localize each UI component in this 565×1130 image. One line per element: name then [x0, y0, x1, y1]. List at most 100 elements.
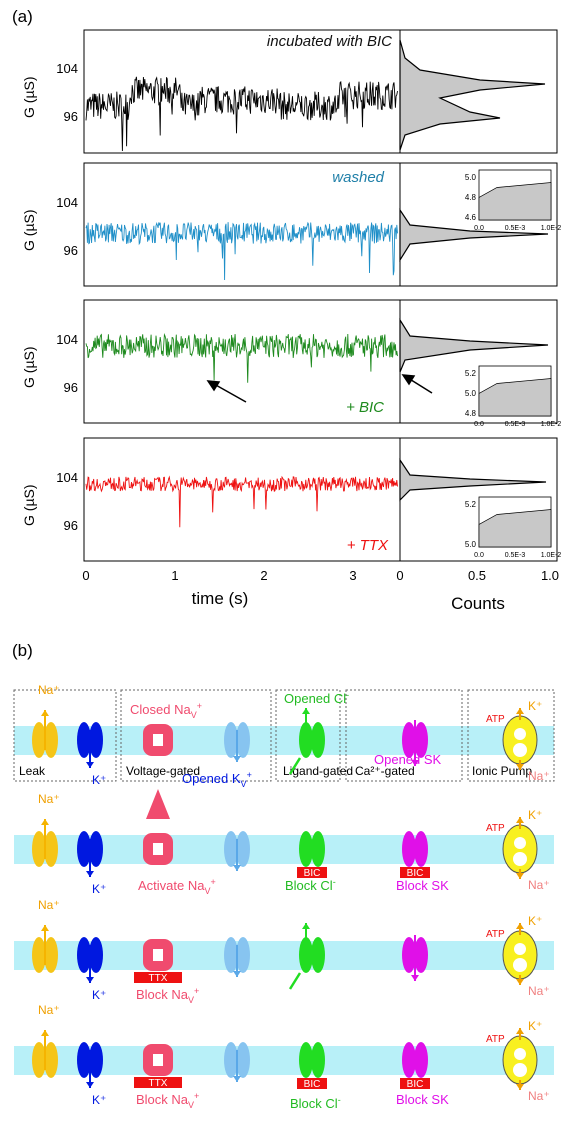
opened-cl-label: Opened Cl [284, 691, 346, 706]
bic-blocker-cl-2 [297, 867, 327, 878]
svg-text:Block Cl-: Block Cl- [285, 877, 336, 893]
membranes [14, 726, 554, 1075]
x-tick-3: 3 [349, 568, 356, 583]
svg-text:Block Cl-: Block Cl- [290, 1095, 341, 1111]
inset-y-tick: 5.2 [465, 500, 477, 509]
kv-channel-1-right [236, 722, 250, 758]
cl-channel-2-right [311, 831, 325, 867]
label-ligand: Ligand-gated [283, 764, 353, 778]
cl-channel-1-right [311, 722, 325, 758]
na-label-1: Na⁺ [38, 683, 60, 697]
hist-arrow-head [401, 374, 416, 386]
pump-na-arrow-1-head [516, 764, 524, 770]
y-tick-96-4: 96 [64, 518, 78, 533]
k-label-2: K⁺ [92, 882, 106, 896]
ligand-box [275, 689, 341, 782]
cl-gate-1 [288, 757, 302, 775]
nav-activate-arrow [146, 789, 170, 819]
ttx-blocker-3 [134, 972, 182, 983]
pump-na-label-3: Na⁺ [528, 984, 550, 998]
svg-text:Opened KV+: Opened KV+ [182, 770, 252, 789]
atp-label-3: ATP [486, 929, 505, 940]
block-cl-label-4: Block Cl [290, 1096, 338, 1111]
kv-channel-1-left [224, 722, 238, 758]
svg-text:Opened Cl-: Opened Cl- [284, 690, 349, 706]
pump-k-arrow-2-head [516, 817, 524, 823]
inset-x-tick: 0.0 [474, 225, 484, 232]
cl-channel-2-left [299, 831, 313, 867]
x-tick-0: 0 [82, 568, 89, 583]
x-axis-label: time (s) [192, 589, 249, 608]
block-nav-label-4: Block Na [136, 1092, 189, 1107]
voltage-box [120, 689, 272, 782]
pump-k-label-4: K⁺ [528, 1019, 542, 1033]
leak-channel-4-left [32, 1042, 46, 1078]
sk-arrow-3-head [411, 975, 419, 981]
inset-group: 5.0 4.8 4.6 0.0 0.5E-3 1.0E-2 5.2 5.0 4.8 0.0 0.5E… [465, 169, 562, 559]
k-channel-3-left [77, 937, 91, 973]
inset-y-tick: 5.0 [465, 540, 477, 549]
k-label-1: K⁺ [92, 773, 106, 787]
block-nav-label-3: Block Na [136, 987, 189, 1002]
kv-arrow-4-head [233, 1076, 241, 1082]
sk-channel-2-left [402, 831, 416, 867]
membrane-row-3 [14, 941, 554, 970]
leak-channel-3-left [32, 937, 46, 973]
pump-box [467, 689, 555, 782]
pump-na-label-1: Na⁺ [528, 769, 550, 783]
nav-gate-2 [153, 843, 163, 855]
inset-x-tick: 1.0E-2 [541, 225, 562, 232]
svg-text:Closed NaV+: Closed NaV+ [130, 701, 202, 720]
category-boxes [13, 689, 555, 782]
y-axis-label-2: G (µS) [21, 209, 37, 251]
kv-channel-3-left [224, 937, 238, 973]
trace-arrow-head [206, 380, 221, 392]
trace-line-2 [85, 221, 398, 281]
activate-nav-label: Activate Na [138, 878, 205, 893]
inset-x-tick: 0.0 [474, 552, 484, 559]
kv-channel-4-left [224, 1042, 238, 1078]
k-channel-4-left [77, 1042, 91, 1078]
opened-sk-label: Opened SK [374, 752, 442, 767]
trace-line-4 [85, 475, 398, 528]
y-tick-96-3: 96 [64, 380, 78, 395]
inset-x-tick: 1.0E-2 [541, 421, 562, 428]
y-tick-104-3: 104 [56, 332, 78, 347]
hist-tick-1: 1.0 [541, 568, 559, 583]
sk-channel-3-right [414, 937, 428, 973]
y-axis-label-4: G (µS) [21, 484, 37, 526]
arrows [206, 374, 433, 403]
trace-line-3 [85, 333, 398, 383]
inset-x-tick: 1.0E-2 [541, 552, 562, 559]
kv-arrow-1-head [233, 756, 241, 762]
sk-channel-1-right [414, 722, 428, 758]
pump-pocket-top-2 [514, 837, 526, 849]
nav-gate-4 [153, 1054, 163, 1066]
label-pump: Ionic Pump [472, 764, 532, 778]
bic-blocker-sk-4-text: BIC [407, 1079, 424, 1090]
pump-k-label-3: K⁺ [528, 914, 542, 928]
inset-fill-1 [478, 182, 552, 221]
block-sk-label-2: Block SK [396, 878, 449, 893]
na-arrow-1-head [41, 710, 49, 716]
membrane-row-4 [14, 1046, 554, 1075]
k-arrow-3-head [86, 977, 94, 983]
na-arrow-4-head [41, 1030, 49, 1036]
kv-arrow-2-head [233, 865, 241, 871]
pump-k-arrow-1-head [516, 708, 524, 714]
block-sk-label-4: Block SK [396, 1092, 449, 1107]
trace-label-1: incubated with BIC [267, 33, 392, 50]
pump-pocket-bottom-4 [513, 1063, 527, 1077]
trace-label-4: + TTX [347, 537, 389, 554]
cl-channel-3-right [311, 937, 325, 973]
k-label-3: K⁺ [92, 988, 106, 1002]
bic-blocker-cl-4 [297, 1078, 327, 1089]
histogram-group [399, 39, 549, 502]
histogram-4 [399, 458, 547, 502]
pump-pocket-bottom-3 [513, 958, 527, 972]
pump-pocket-top-3 [514, 943, 526, 955]
pump-na-arrow-3-head [516, 979, 524, 985]
pump-k-arrow-4-head [516, 1028, 524, 1034]
y-tick-96-2: 96 [64, 243, 78, 258]
inset-x-tick: 0.5E-3 [505, 421, 526, 428]
